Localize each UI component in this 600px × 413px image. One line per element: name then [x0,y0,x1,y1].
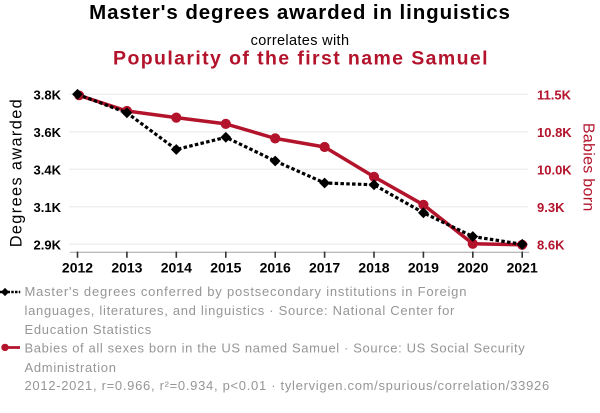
svg-text:languages, literatures, and li: languages, literatures, and linguistics … [25,303,456,318]
svg-text:2012-2021, r=0.966, r²=0.934,: 2012-2021, r=0.966, r²=0.934, p<0.01 · t… [25,378,550,393]
svg-text:11.5K: 11.5K [537,87,572,102]
svg-text:Degrees awarded: Degrees awarded [8,98,26,247]
svg-text:10.0K: 10.0K [537,162,572,177]
svg-text:2020: 2020 [457,260,488,276]
svg-text:Popularity of the first name S: Popularity of the first name Samuel [113,48,489,70]
svg-text:Master's degrees awarded in li: Master's degrees awarded in linguistics [89,1,511,24]
svg-text:2016: 2016 [260,260,291,276]
svg-text:2012: 2012 [62,260,93,276]
svg-text:correlates with: correlates with [251,33,350,49]
svg-text:2018: 2018 [358,260,389,276]
svg-text:Master's degrees conferred by: Master's degrees conferred by postsecond… [25,284,468,299]
svg-text:3.4K: 3.4K [34,162,62,177]
svg-text:2013: 2013 [111,260,142,276]
svg-text:Babies of all sexes born in th: Babies of all sexes born in the US named… [25,340,526,355]
svg-text:2015: 2015 [210,260,241,276]
svg-text:2019: 2019 [408,260,439,276]
svg-text:2.9K: 2.9K [34,237,62,252]
svg-text:2021: 2021 [507,260,538,276]
svg-text:Babies born: Babies born [580,123,597,212]
svg-text:3.8K: 3.8K [34,87,62,102]
svg-text:Education Statistics: Education Statistics [25,322,152,337]
svg-text:10.8K: 10.8K [537,125,572,140]
svg-text:8.6K: 8.6K [537,237,565,252]
svg-text:2017: 2017 [309,260,340,276]
svg-text:2014: 2014 [161,260,192,276]
svg-text:Administration: Administration [25,360,117,375]
svg-text:9.3K: 9.3K [537,200,565,215]
svg-text:3.6K: 3.6K [34,125,62,140]
svg-text:3.1K: 3.1K [34,200,62,215]
